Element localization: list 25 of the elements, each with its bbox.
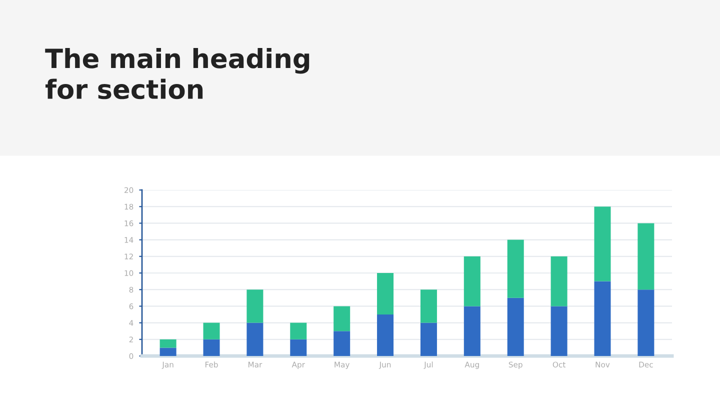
bar xyxy=(420,290,437,323)
bar xyxy=(203,322,220,340)
bar xyxy=(464,256,480,306)
bar xyxy=(550,256,568,306)
bar xyxy=(160,339,176,348)
bar xyxy=(464,306,480,356)
bar xyxy=(334,331,350,356)
bar xyxy=(377,314,394,356)
bar xyxy=(377,273,394,314)
chart-title: The main heading for section xyxy=(45,48,310,100)
bar xyxy=(594,206,611,282)
bar xyxy=(290,339,307,356)
bar xyxy=(638,290,654,356)
bar xyxy=(203,339,220,356)
bar xyxy=(246,322,264,356)
bar xyxy=(334,306,350,332)
bar xyxy=(290,322,307,340)
bar xyxy=(550,306,568,356)
bar xyxy=(420,322,437,356)
bar xyxy=(638,223,654,290)
bar xyxy=(160,348,176,356)
bar xyxy=(246,290,264,323)
bar xyxy=(507,240,524,298)
bar xyxy=(507,298,524,356)
bar xyxy=(594,281,611,356)
